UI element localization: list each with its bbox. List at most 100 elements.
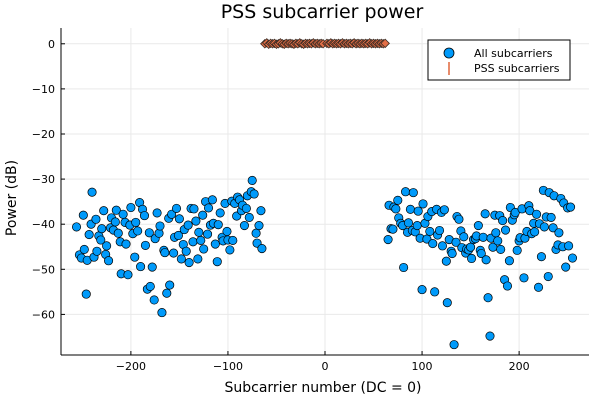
data-point-all <box>176 254 186 264</box>
data-point-all <box>418 199 428 209</box>
data-point-all <box>139 211 150 221</box>
data-point-all <box>554 228 564 238</box>
data-point-all <box>481 255 491 265</box>
data-point-all <box>532 209 542 219</box>
data-point-all <box>244 212 254 222</box>
data-point-all <box>188 237 198 247</box>
data-point-all <box>451 237 461 247</box>
y-tick-label: −40 <box>32 218 55 231</box>
data-point-all <box>198 210 208 220</box>
data-point-all <box>149 295 159 305</box>
data-point-all <box>399 262 409 273</box>
data-point-all <box>413 206 423 216</box>
data-point-all <box>121 239 131 249</box>
data-point-all <box>184 257 194 268</box>
y-tick-label: 0 <box>48 38 55 51</box>
data-point-all <box>247 175 257 185</box>
data-point-all <box>539 222 549 232</box>
data-point-all <box>126 202 136 213</box>
data-point-all <box>133 226 143 236</box>
x-tick-label: 200 <box>509 360 530 373</box>
data-point-all <box>203 203 214 213</box>
data-point-all <box>140 240 150 250</box>
y-axis-label: Power (dB) <box>4 160 20 236</box>
data-point-all <box>181 246 191 256</box>
data-point-all <box>152 208 162 218</box>
legend: All subcarriers PSS subcarriers <box>427 39 571 81</box>
data-point-all <box>249 189 259 199</box>
data-point-all <box>110 217 120 227</box>
data-point-all <box>383 234 393 245</box>
y-tick-label: −50 <box>32 263 55 276</box>
data-point-all <box>183 220 193 230</box>
data-point-all <box>104 256 114 266</box>
data-point-all <box>564 241 574 251</box>
data-point-all <box>130 252 140 262</box>
data-point-all <box>144 228 154 238</box>
data-point-all <box>256 206 266 216</box>
data-point-all <box>203 229 213 239</box>
data-point-all <box>191 216 201 226</box>
data-point-all <box>78 210 88 220</box>
data-point-all <box>81 289 91 299</box>
data-point-all <box>155 221 165 231</box>
data-point-all <box>454 214 464 224</box>
data-point-all <box>428 239 438 249</box>
data-point-all <box>160 248 170 258</box>
data-point-all <box>228 235 238 245</box>
series-all-subcarriers <box>71 175 578 350</box>
data-point-all <box>430 287 440 297</box>
data-point-all <box>193 254 203 264</box>
data-point-all <box>543 271 553 282</box>
data-point-all <box>157 308 167 318</box>
data-point-all <box>147 262 157 272</box>
data-point-all <box>449 340 459 350</box>
data-point-all <box>173 230 183 241</box>
data-point-all <box>102 241 112 251</box>
data-point-all <box>118 209 128 219</box>
data-point-all <box>167 209 177 219</box>
data-point-all <box>425 226 435 236</box>
data-point-all <box>437 241 447 251</box>
data-point-all <box>215 208 225 218</box>
data-point-all <box>251 228 261 238</box>
data-point-all <box>483 293 493 303</box>
data-point-all <box>189 204 199 214</box>
data-point-all <box>207 195 217 205</box>
data-point-all <box>561 262 571 272</box>
data-point-all <box>417 285 427 295</box>
data-point-all <box>441 256 451 266</box>
data-point-all <box>498 216 508 226</box>
data-point-all <box>174 214 184 224</box>
data-point-all <box>96 235 106 245</box>
data-point-all <box>434 225 445 236</box>
data-point-all <box>71 222 82 232</box>
data-point-all <box>123 270 133 280</box>
data-point-all <box>145 281 155 291</box>
data-point-all <box>530 227 540 237</box>
x-axis-label: Subcarrier number (DC = 0) <box>224 380 421 396</box>
legend-all-label: All subcarriers <box>474 47 553 60</box>
data-point-all <box>79 244 89 255</box>
x-tick-label: −200 <box>116 360 146 373</box>
x-tick-label: −100 <box>213 360 243 373</box>
data-point-all <box>548 223 558 233</box>
data-point-all <box>496 244 506 255</box>
data-point-all <box>196 235 206 245</box>
data-point-all <box>136 262 146 272</box>
data-point-all <box>210 239 220 249</box>
data-point-all <box>239 221 249 231</box>
legend-box <box>427 39 571 81</box>
data-point-all <box>165 280 175 290</box>
data-point-all <box>512 245 522 255</box>
data-point-all <box>131 217 141 227</box>
data-point-all <box>84 230 94 240</box>
data-point-all <box>476 248 486 259</box>
y-tick-label: −20 <box>32 128 55 141</box>
legend-pss-label: PSS subcarriers <box>474 62 560 75</box>
y-tick-label: −10 <box>32 83 55 96</box>
data-point-all <box>257 244 267 254</box>
data-point-all <box>546 212 556 222</box>
data-point-all <box>466 242 476 252</box>
